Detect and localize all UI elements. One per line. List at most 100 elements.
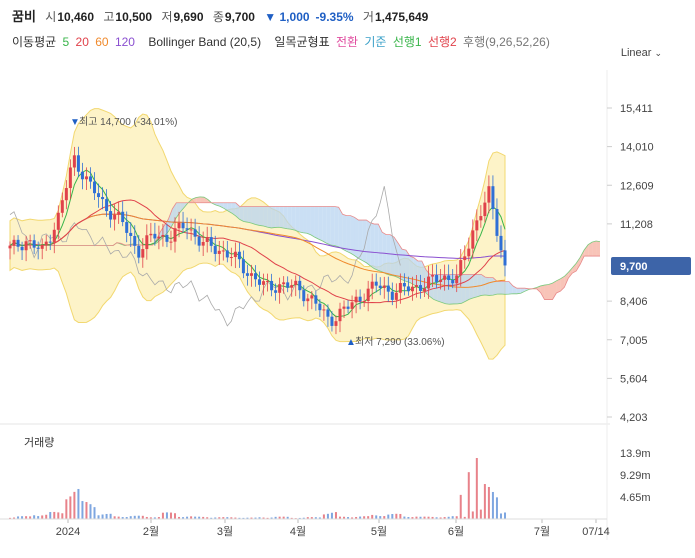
cloud-segment: [322, 206, 327, 244]
volume-bar: [157, 517, 160, 519]
candle-body: [161, 234, 165, 237]
cloud-segment: [354, 217, 359, 259]
cloud-segment: [200, 196, 205, 203]
volume-bar: [314, 517, 317, 519]
time-tick-label: 7월: [534, 525, 550, 538]
bollinger-legend[interactable]: Bollinger Band (20,5): [148, 35, 262, 49]
volume-bar: [242, 517, 245, 519]
ichimoku-label[interactable]: 일목균형표: [274, 35, 330, 49]
ma-label[interactable]: 이동평균: [12, 35, 57, 49]
lagging-legend[interactable]: 후행(9,26,52,26): [463, 35, 550, 49]
cloud-segment: [405, 250, 410, 283]
volume-bar: [270, 517, 273, 519]
cloud-segment: [196, 196, 201, 203]
price-tick-label: 7,005: [620, 335, 648, 347]
ma60-legend[interactable]: 60: [95, 35, 109, 49]
candle-body: [117, 211, 121, 215]
volume-bar: [435, 517, 438, 519]
candle-body: [346, 306, 350, 309]
volume-bar: [25, 516, 28, 519]
volume-bar: [182, 517, 185, 519]
cloud-segment: [370, 222, 375, 269]
volume-bar: [379, 516, 382, 519]
cloud-segment: [409, 256, 414, 285]
close-value: 9,700: [224, 10, 255, 24]
time-tick-label: 2024: [56, 526, 80, 538]
volume-bar: [254, 517, 257, 519]
volume-bar: [302, 517, 305, 519]
candle-body: [213, 245, 217, 254]
volume-bar: [326, 513, 329, 519]
candle-body: [56, 212, 60, 230]
ma5-legend[interactable]: 5: [62, 35, 70, 49]
candle-body: [354, 296, 358, 303]
candle-body: [290, 285, 294, 288]
volume-tick-label: 13.9m: [620, 448, 651, 460]
volume-bar: [471, 511, 474, 519]
time-tick-label: 07/14: [582, 526, 610, 538]
candle-body: [378, 285, 382, 288]
volume-bar: [403, 516, 406, 519]
base-legend[interactable]: 기준: [364, 35, 387, 49]
volume-bar: [447, 516, 450, 519]
high-label: 고: [103, 10, 115, 24]
candle-body: [153, 233, 157, 239]
cloud-segment: [386, 234, 391, 276]
cloud-segment: [164, 219, 169, 237]
span1-legend[interactable]: 선행1: [392, 35, 422, 49]
candle-body: [270, 280, 274, 291]
candle-body: [314, 295, 318, 304]
cloud-segment: [572, 263, 577, 274]
candle-body: [205, 237, 209, 242]
candle-body: [491, 186, 495, 210]
volume-bar: [186, 516, 189, 519]
candle-body: [141, 249, 145, 258]
volume-bar: [419, 516, 422, 519]
volume-bar: [407, 516, 410, 519]
volume-bar: [347, 517, 350, 519]
candle-body: [36, 247, 40, 249]
volume-bar: [17, 516, 20, 519]
cloud-segment: [275, 206, 280, 228]
volume-bar: [286, 516, 289, 519]
cloud-segment: [378, 224, 383, 272]
volume-bar: [145, 516, 148, 519]
candle-body: [32, 240, 36, 248]
candle-body: [125, 222, 129, 233]
volume-bar: [210, 517, 213, 519]
conversion-legend[interactable]: 전환: [335, 35, 359, 49]
time-tick-label: 2월: [143, 525, 159, 538]
volume-bar: [467, 472, 470, 519]
candle-body: [109, 211, 113, 220]
scale-selector[interactable]: Linear ⌄: [621, 47, 662, 59]
low-annotation-marker: ▲: [346, 337, 356, 348]
cloud-segment: [231, 202, 236, 216]
volume-bar: [339, 516, 341, 519]
candle-body: [298, 280, 302, 291]
volume-bar: [443, 517, 446, 519]
candle-body: [423, 288, 427, 291]
cloud-segment: [299, 206, 304, 233]
ma20-legend[interactable]: 20: [75, 35, 89, 49]
span2-legend[interactable]: 선행2: [427, 35, 457, 49]
cloud-segment: [358, 220, 363, 261]
scale-label[interactable]: Linear: [620, 47, 652, 59]
cloud-segment: [596, 240, 600, 257]
cloud-segment: [465, 274, 470, 302]
cloud-segment: [588, 242, 593, 257]
candle-body: [229, 257, 233, 259]
volume-bar: [459, 494, 462, 519]
high-annotation: 최고 14,700 (-34.01%): [79, 116, 177, 128]
ichimoku-cloud: [10, 196, 601, 305]
candle-body: [121, 211, 125, 223]
ma120-legend[interactable]: 120: [114, 35, 135, 49]
volume-bar: [33, 515, 36, 519]
volume-bar: [306, 517, 309, 519]
candle-body: [455, 275, 459, 284]
volume-bar: [41, 515, 44, 519]
cloud-segment: [334, 206, 339, 247]
candle-body: [366, 288, 370, 302]
volume-title: 거래량: [24, 436, 54, 449]
ma60-line: [9, 213, 506, 288]
